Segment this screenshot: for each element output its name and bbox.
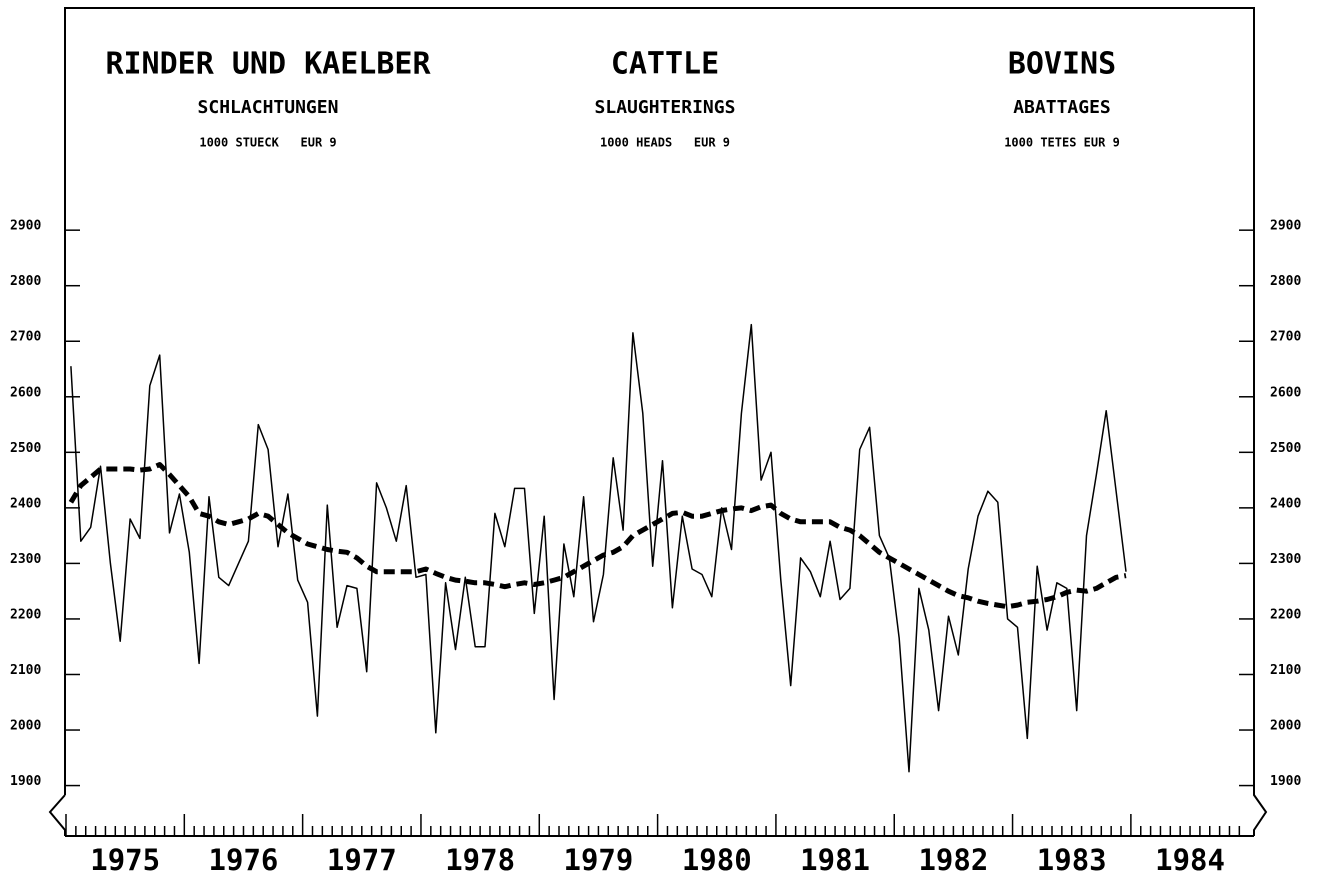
- y-tick-label: 2300: [10, 552, 41, 567]
- x-tick-label: 1984: [1155, 843, 1225, 877]
- subtitle: SLAUGHTERINGS: [595, 97, 736, 118]
- x-tick-label: 1977: [327, 843, 397, 877]
- subtitle: SCHLACHTUNGEN: [198, 97, 339, 118]
- y-tick-label: 1900: [10, 774, 41, 789]
- y-tick-label-right: 2100: [1270, 663, 1301, 678]
- data-line: [70, 323, 1127, 773]
- y-tick-label-right: 2700: [1270, 330, 1301, 345]
- x-tick-label: 1975: [90, 843, 160, 877]
- y-tick-label: 2600: [10, 385, 41, 400]
- y-tick-label-right: 2300: [1270, 552, 1301, 567]
- unit-label: 1000 STUECK EUR 9: [199, 136, 336, 150]
- y-tick-label: 2200: [10, 607, 41, 622]
- y-tick-label: 2800: [10, 274, 41, 289]
- y-tick-label: 2100: [10, 663, 41, 678]
- trend-line: [68, 462, 1127, 610]
- y-tick-label-right: 1900: [1270, 774, 1301, 789]
- y-tick-label-right: 2000: [1270, 719, 1301, 734]
- title: RINDER UND KAELBER: [105, 47, 431, 82]
- y-tick-label-right: 2200: [1270, 607, 1301, 622]
- unit-label: 1000 HEADS EUR 9: [600, 136, 730, 150]
- y-tick-label: 2400: [10, 496, 41, 511]
- subtitle: ABATTAGES: [1013, 97, 1111, 118]
- axis-break: [48, 794, 66, 836]
- y-tick-label: 2000: [10, 719, 41, 734]
- x-tick-label: 1979: [564, 843, 634, 877]
- unit-label: 1000 TETES EUR 9: [1004, 136, 1120, 150]
- x-tick-label: 1983: [1037, 843, 1107, 877]
- frame: [64, 7, 1268, 836]
- y-tick-label: 2500: [10, 441, 41, 456]
- y-tick-label-right: 2900: [1270, 219, 1301, 234]
- x-tick-label: 1980: [682, 843, 752, 877]
- x-tick-label: 1978: [445, 843, 515, 877]
- x-tick-label: 1976: [209, 843, 279, 877]
- title: BOVINS: [1008, 47, 1116, 82]
- y-tick-label: 2900: [10, 219, 41, 234]
- y-tick-label-right: 2600: [1270, 385, 1301, 400]
- y-tick-label-right: 2400: [1270, 496, 1301, 511]
- x-tick-label: 1982: [918, 843, 988, 877]
- y-tick-label-right: 2800: [1270, 274, 1301, 289]
- y-tick-label: 2700: [10, 330, 41, 345]
- y-tick-label-right: 2500: [1270, 441, 1301, 456]
- x-tick-label: 1981: [800, 843, 870, 877]
- title: CATTLE: [611, 47, 719, 82]
